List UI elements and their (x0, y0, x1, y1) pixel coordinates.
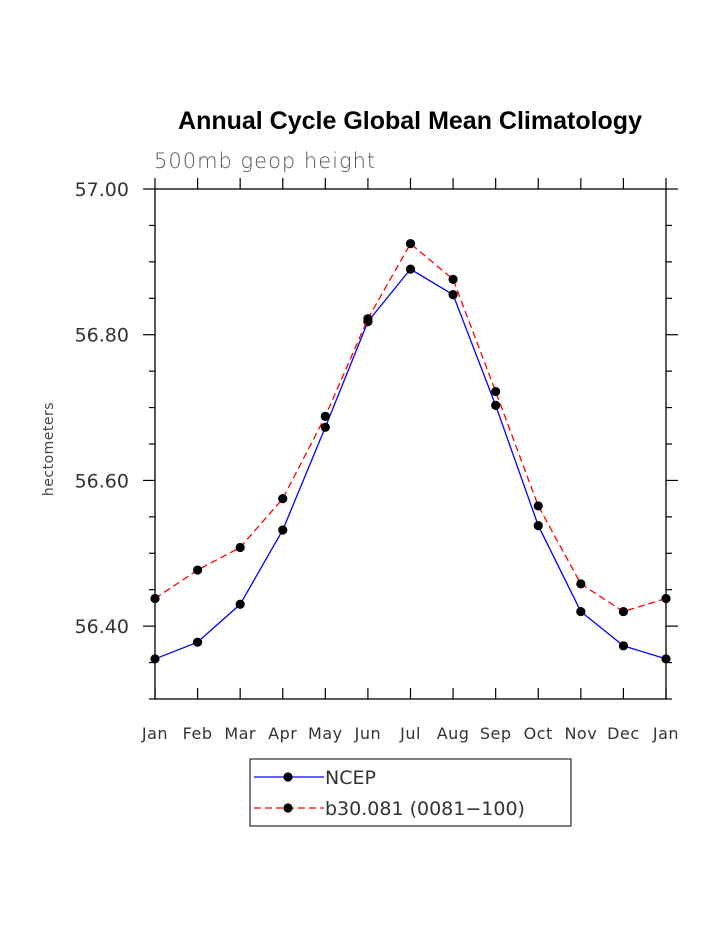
series-layer (150, 239, 671, 664)
legend-box (249, 758, 572, 827)
x-tick-label: Feb (183, 724, 213, 743)
x-tick-label: Jan (141, 724, 168, 743)
data-point (320, 422, 330, 432)
legend-marker (283, 803, 293, 813)
y-tick-labels: 56.40 56.60 56.80 57.00 (75, 179, 129, 638)
x-tick-label: Apr (268, 724, 297, 743)
data-point (491, 400, 501, 410)
series-line (154, 242, 667, 613)
data-point (278, 494, 288, 504)
legend-label: NCEP (325, 767, 376, 789)
data-point (278, 525, 288, 535)
data-point (576, 606, 586, 617)
axis-ticks (143, 178, 678, 700)
data-point (533, 501, 543, 511)
x-tick-label: Jun (354, 724, 382, 743)
series-2 (150, 239, 671, 617)
y-tick-label: 56.60 (75, 470, 129, 492)
x-tick-label: Nov (564, 724, 597, 743)
data-point (618, 606, 629, 617)
legend: NCEP b30.081 (0081−100) (249, 758, 572, 827)
series-line (154, 268, 667, 660)
data-point (150, 654, 160, 664)
y-tick-label: 56.80 (75, 325, 129, 347)
y-tick-label: 57.00 (75, 179, 129, 201)
data-point (150, 593, 160, 604)
data-point (363, 314, 373, 324)
legend-label: b30.081 (0081−100) (325, 798, 525, 820)
data-point (533, 521, 543, 531)
data-point (576, 579, 586, 589)
chart-subtitle: 500mb geop height (154, 149, 376, 173)
data-point (192, 637, 203, 647)
data-point (405, 264, 416, 274)
x-tick-labels: Jan Feb Mar Apr May Jun Jul Aug Sep Oct Nov Dec Jan (141, 724, 679, 743)
x-tick-label: Jul (399, 724, 421, 743)
x-tick-label: Sep (480, 724, 512, 743)
y-tick-label: 56.40 (75, 616, 129, 638)
x-tick-label: Oct (524, 724, 553, 743)
x-tick-label: Dec (607, 724, 639, 743)
data-point (405, 239, 416, 249)
legend-marker (283, 772, 293, 782)
data-point (491, 386, 501, 397)
data-point (448, 290, 458, 300)
data-point (448, 274, 458, 284)
y-axis-label: hectometers (41, 402, 57, 496)
data-point (618, 641, 629, 651)
chart-title: Annual Cycle Global Mean Climatology (178, 107, 642, 135)
data-point (661, 654, 671, 664)
data-point (235, 542, 245, 553)
x-tick-label: Aug (437, 724, 470, 743)
data-point (320, 411, 330, 421)
data-point (235, 599, 245, 609)
x-tick-label: May (308, 724, 343, 743)
x-tick-label: Mar (224, 724, 256, 743)
series-1 (150, 264, 671, 664)
data-point (192, 565, 203, 575)
data-point (661, 593, 671, 604)
x-tick-label: Jan (652, 724, 679, 743)
